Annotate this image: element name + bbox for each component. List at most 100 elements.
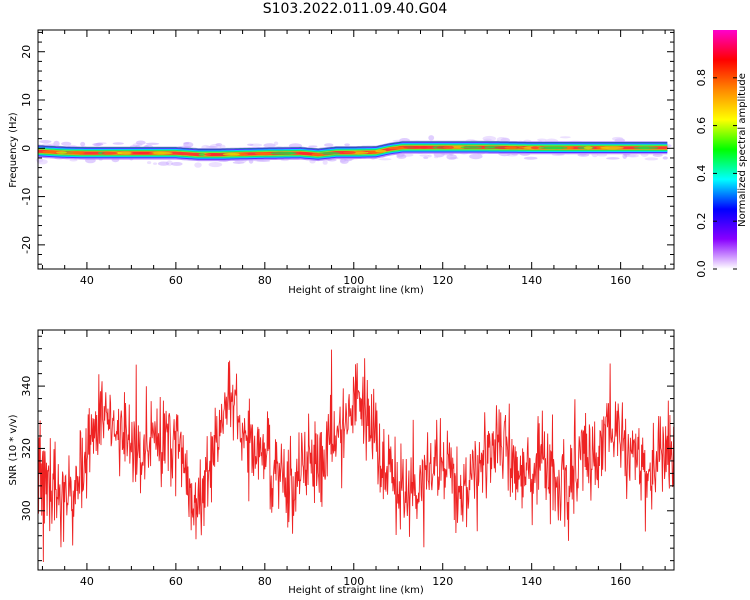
spectrogram-core-blob bbox=[403, 145, 420, 149]
spectrogram-speckle bbox=[627, 154, 639, 158]
spectrogram-x-ticks: 40 60 80 100 120 140 160 bbox=[41, 30, 666, 287]
snr-x-tick-label: 160 bbox=[610, 575, 631, 588]
colorbar-tick-label: 0.2 bbox=[695, 212, 708, 230]
colorbar: 0.0 0.2 0.4 0.6 0.8 Normalized spectral ampl… bbox=[695, 30, 748, 278]
spectrogram-panel: 40 60 80 100 120 140 160 -20 -10 0 10 20 Height of… bbox=[8, 29, 675, 296]
spectrogram-speckle bbox=[152, 162, 158, 165]
colorbar-gradient bbox=[713, 30, 737, 269]
spectrogram-y-tick-label: -10 bbox=[20, 188, 33, 206]
spectrogram-speckle bbox=[61, 141, 72, 146]
snr-panel: 40 60 80 100 120 140 160 300 320 340 Height of s… bbox=[8, 329, 675, 596]
spectrogram-speckle bbox=[273, 141, 279, 146]
spectrogram-speckle bbox=[208, 161, 223, 168]
spectrogram-core-blob bbox=[311, 153, 324, 156]
spectrogram-speckle bbox=[183, 142, 190, 145]
spectrogram-x-tick-label: 160 bbox=[610, 274, 631, 287]
spectrogram-speckle bbox=[396, 154, 407, 159]
snr-y-ticks: 300 320 340 bbox=[20, 335, 674, 562]
spectrogram-core-blob bbox=[222, 152, 240, 156]
snr-x-tick-label: 40 bbox=[80, 575, 94, 588]
spectrogram-core-blob bbox=[116, 151, 134, 155]
spectrogram-core-blob bbox=[42, 150, 58, 154]
spectrogram-core-blob bbox=[436, 145, 454, 149]
spectrogram-core-blob bbox=[530, 146, 540, 150]
spectrogram-core-blob bbox=[583, 146, 593, 150]
spectrogram-core-blob bbox=[270, 151, 295, 155]
spectrogram-core-blob bbox=[130, 151, 154, 155]
spectrogram-core-blob bbox=[254, 152, 274, 156]
spectrogram-speckle bbox=[446, 154, 457, 160]
spectrogram-core-blob bbox=[204, 153, 220, 156]
spectrogram-speckle bbox=[662, 156, 668, 160]
spectrogram-speckle bbox=[423, 156, 429, 159]
snr-x-ticks: 40 60 80 100 120 140 160 bbox=[41, 330, 666, 588]
spectrogram-core-blob bbox=[460, 145, 483, 149]
spectrogram-y-label: Frequency (Hz) bbox=[8, 112, 19, 188]
snr-x-tick-label: 80 bbox=[258, 575, 272, 588]
spectrogram-y-tick-label: 0 bbox=[20, 145, 33, 152]
spectrogram-speckle bbox=[644, 157, 659, 161]
spectrogram-speckle bbox=[378, 158, 392, 161]
spectrogram-speckle bbox=[537, 138, 547, 142]
spectrogram-speckle bbox=[339, 158, 349, 164]
spectrogram-core-blob bbox=[298, 152, 312, 155]
spectrogram-speckle bbox=[434, 155, 439, 159]
spectrogram-speckle bbox=[611, 136, 624, 141]
spectrogram-speckle bbox=[322, 160, 328, 165]
spectrogram-x-tick-label: 60 bbox=[169, 274, 183, 287]
spectrogram-speckle bbox=[146, 161, 152, 165]
spectrogram-speckle bbox=[606, 157, 620, 160]
spectrogram-speckle bbox=[263, 143, 276, 148]
snr-x-label: Height of straight line (km) bbox=[288, 585, 424, 596]
spectrogram-speckle bbox=[80, 141, 86, 147]
spectrogram-x-tick-label: 40 bbox=[80, 274, 94, 287]
snr-y-label: SNR (10 * v/v) bbox=[8, 414, 19, 485]
snr-series-line bbox=[38, 349, 674, 563]
spectrogram-x-tick-label: 80 bbox=[258, 274, 272, 287]
snr-y-tick-label: 340 bbox=[20, 376, 33, 397]
snr-x-tick-label: 120 bbox=[432, 575, 453, 588]
spectrogram-core-blob bbox=[567, 146, 574, 150]
snr-x-tick-label: 60 bbox=[169, 575, 183, 588]
spectrogram-y-tick-label: -20 bbox=[20, 236, 33, 254]
spectrogram-ridge-outline bbox=[37, 141, 668, 150]
spectrogram-marks bbox=[37, 140, 668, 162]
spectrogram-speckle bbox=[652, 153, 663, 157]
snr-x-tick-label: 140 bbox=[521, 575, 542, 588]
spectrogram-speckle bbox=[419, 154, 430, 157]
spectrogram-core-blob bbox=[504, 146, 517, 149]
colorbar-tick-label: 0.0 bbox=[695, 260, 708, 278]
spectrogram-speckle bbox=[69, 158, 78, 162]
snr-x-tick-label: 100 bbox=[343, 575, 364, 588]
spectrogram-speckle bbox=[157, 161, 170, 166]
spectrogram-speckle bbox=[194, 162, 202, 168]
spectrogram-x-tick-label: 120 bbox=[432, 274, 453, 287]
spectrogram-y-ticks: -20 -10 0 10 20 bbox=[20, 31, 674, 265]
snr-y-tick-label: 300 bbox=[20, 500, 33, 521]
spectrogram-core-blob bbox=[148, 151, 173, 155]
colorbar-tick-label: 0.8 bbox=[695, 69, 708, 87]
spectrogram-core-blob bbox=[56, 151, 67, 154]
spectrogram-speckle bbox=[559, 136, 571, 139]
colorbar-label: Normalized spectral amplitude bbox=[737, 73, 748, 227]
spectrogram-speckle bbox=[95, 142, 104, 146]
spectrogram-core-blob bbox=[101, 151, 118, 155]
spectrogram-core-blob bbox=[318, 151, 341, 155]
spectrogram-core-blob bbox=[600, 146, 624, 150]
spectrogram-speckle bbox=[135, 140, 146, 145]
colorbar-tick-label: 0.6 bbox=[695, 117, 708, 135]
spectrogram-speckle bbox=[469, 153, 483, 160]
spectrogram-x-tick-label: 100 bbox=[343, 274, 364, 287]
colorbar-ticks: 0.0 0.2 0.4 0.6 0.8 bbox=[695, 69, 737, 278]
snr-y-tick-label: 320 bbox=[20, 438, 33, 459]
spectrogram-core-blob bbox=[638, 146, 650, 150]
spectrogram-speckle bbox=[39, 140, 52, 144]
spectrogram-y-tick-label: 20 bbox=[20, 45, 33, 59]
spectrogram-speckle bbox=[496, 137, 507, 142]
spectrogram-speckle bbox=[247, 143, 254, 146]
spectrogram-core-blob bbox=[198, 153, 206, 156]
spectrogram-core-blob bbox=[375, 149, 387, 153]
spectrogram-speckle bbox=[344, 143, 350, 147]
spectrogram-speckle bbox=[171, 161, 183, 166]
